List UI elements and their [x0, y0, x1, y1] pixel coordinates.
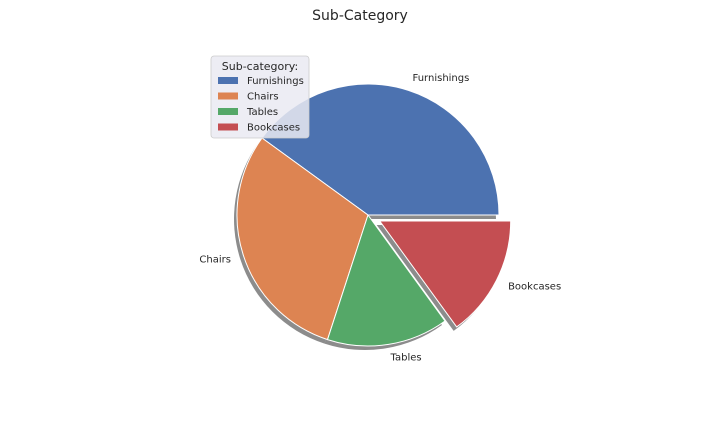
slice-label-chairs: Chairs	[199, 255, 231, 266]
legend-swatch-chairs	[218, 92, 238, 100]
chart-title: Sub-Category	[312, 8, 408, 24]
legend-swatch-tables	[218, 108, 238, 115]
legend: Sub-category: Furnishings Chairs Tables Boo…	[210, 55, 310, 139]
pie-slices	[236, 83, 512, 347]
slice-labels: Furnishings Chairs Tables Bookcases	[199, 73, 561, 363]
legend-label-chairs: Chairs	[247, 92, 279, 103]
legend-title: Sub-category:	[222, 60, 298, 73]
legend-label-tables: Tables	[246, 107, 278, 118]
pie-slice-tables	[327, 214, 446, 347]
slice-label-furnishings: Furnishings	[413, 73, 470, 84]
legend-items: Furnishings Chairs Tables Bookcases	[218, 76, 304, 134]
pie-slice-bookcases	[379, 220, 512, 328]
slice-label-tables: Tables	[390, 352, 422, 363]
legend-box	[210, 55, 310, 139]
legend-label-bookcases: Bookcases	[247, 123, 300, 134]
slice-label-bookcases: Bookcases	[508, 281, 561, 292]
legend-swatch-furnishings	[218, 77, 238, 84]
legend-swatch-bookcases	[218, 123, 238, 131]
pie-slice-chairs	[236, 137, 369, 341]
legend-label-furnishings: Furnishings	[247, 76, 304, 87]
